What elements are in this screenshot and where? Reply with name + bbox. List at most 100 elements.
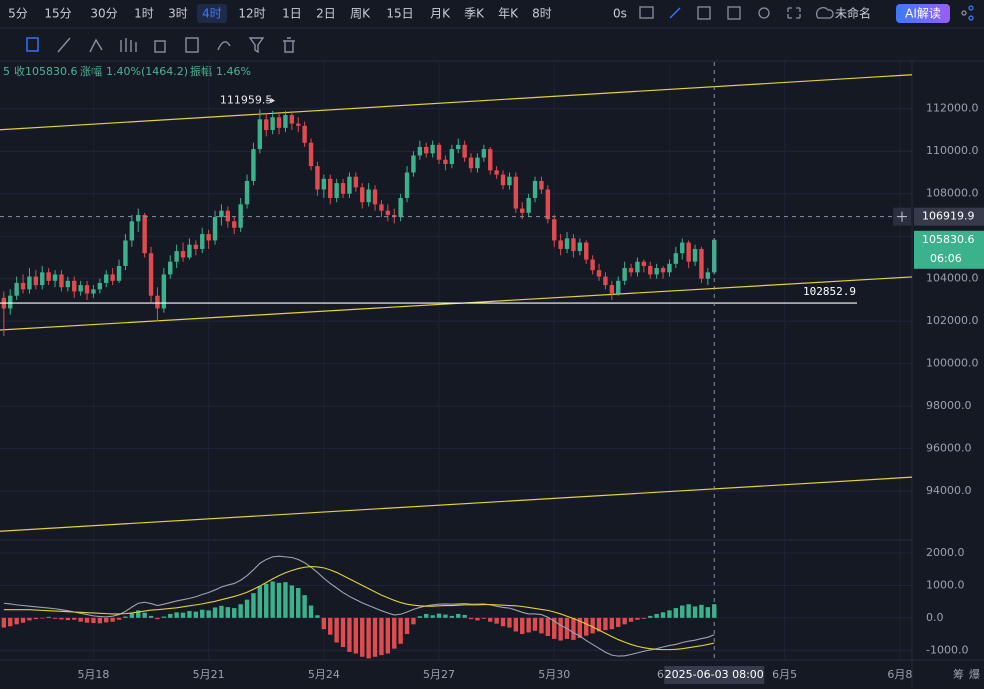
candle-body [692, 248, 698, 262]
interval-button[interactable]: 30分 [90, 7, 117, 21]
layout-name[interactable]: 未命名 [835, 6, 871, 21]
y-tick-label: 1000.0 [926, 578, 965, 591]
tool-cursor[interactable] [26, 37, 39, 52]
candle-body [660, 268, 666, 273]
interval-button[interactable]: 4时 [202, 7, 222, 21]
interval-button[interactable]: 周K [350, 7, 371, 21]
candle-body [552, 219, 557, 241]
candle-body [392, 214, 397, 218]
tool-filter[interactable] [248, 37, 265, 54]
macd-bar [296, 588, 301, 618]
candle-body [705, 272, 711, 279]
candle-body [33, 276, 39, 286]
candle-body [526, 197, 531, 213]
candle-body [340, 183, 346, 194]
candle-body [609, 285, 615, 294]
ai-button-label[interactable]: AI解读 [905, 7, 941, 21]
macd-bar [276, 582, 282, 618]
icon-window[interactable] [697, 6, 711, 20]
candle-body [193, 244, 199, 249]
interval-button[interactable]: 5分 [8, 7, 28, 21]
interval-button[interactable]: 2日 [316, 7, 336, 21]
candle-body [648, 265, 653, 275]
macd-bar [264, 583, 269, 618]
interval-button[interactable]: 3时 [168, 7, 188, 21]
tool-curve[interactable] [217, 41, 231, 51]
ai-button[interactable] [896, 4, 950, 23]
candle-body [468, 157, 474, 169]
macd-bar [686, 604, 691, 618]
icon-share[interactable] [968, 15, 974, 21]
macd-bar [200, 609, 205, 618]
x-tick-label: 5月24 [308, 668, 340, 681]
candle-body [104, 274, 109, 283]
macd-bar [123, 616, 128, 618]
info-label: 涨幅 [80, 65, 102, 78]
tool-delete[interactable] [283, 37, 295, 53]
macd-bar [436, 613, 442, 618]
candle-body [244, 180, 250, 205]
y-tick-label: 112000.0 [926, 102, 979, 115]
macd-bar [603, 617, 608, 631]
interval-button[interactable]: 15日 [386, 7, 413, 21]
macd-bar [340, 617, 346, 648]
interval-button[interactable]: 月K [430, 7, 451, 21]
icon-settings[interactable] [758, 7, 770, 19]
macd-bar [289, 585, 295, 618]
interval-button[interactable]: 1日 [282, 7, 302, 21]
candle-body [616, 280, 621, 294]
candle-body [590, 259, 595, 271]
x-tick-label: 6月5 [772, 668, 797, 681]
candle-body [475, 157, 480, 169]
tool-bars[interactable] [120, 38, 137, 52]
macd-bar [641, 617, 647, 619]
icon-share[interactable] [961, 10, 967, 16]
info-value: 1.40%(1464.2) [106, 65, 188, 78]
y-tick-label: 98000.0 [926, 399, 972, 412]
tool-note[interactable] [185, 37, 199, 53]
interval-button[interactable]: 12时 [238, 7, 265, 21]
candle-body [315, 166, 320, 190]
countdown: 06:06 [930, 252, 962, 265]
y-tick-label: 0.0 [926, 611, 944, 624]
candle-body [97, 282, 103, 290]
interval-button[interactable]: 年K [498, 7, 519, 21]
candle-body [8, 295, 13, 309]
tool-shape[interactable] [154, 40, 166, 53]
macd-bar [20, 617, 26, 623]
candle-body [187, 244, 192, 258]
icon-edit[interactable] [669, 7, 681, 19]
side-button[interactable]: 爆 [969, 667, 980, 681]
macd-bar [372, 617, 378, 657]
macd-bar [238, 604, 243, 618]
icon-share[interactable] [968, 5, 974, 11]
candle-body [257, 119, 263, 150]
candle-body [155, 295, 160, 309]
interval-button[interactable]: 8时 [532, 7, 552, 21]
icon-cloud[interactable] [815, 6, 834, 19]
icon-save[interactable] [727, 6, 741, 20]
interval-button[interactable]: 15分 [44, 7, 71, 21]
candle-body [411, 155, 416, 173]
macd-bar [705, 607, 711, 618]
macd-bar [443, 614, 448, 618]
macd-bar [84, 617, 90, 623]
macd-bar [424, 613, 429, 618]
tool-line[interactable] [57, 37, 71, 53]
icon-camera[interactable] [639, 6, 654, 19]
macd-bar [116, 617, 122, 620]
macd-bar [180, 612, 186, 618]
macd-bar [283, 582, 288, 618]
candle-body [584, 242, 589, 260]
macd-bar [347, 617, 352, 652]
top-icons [639, 5, 974, 21]
y-tick-label: 94000.0 [926, 484, 972, 497]
icon-fullscreen[interactable] [787, 7, 801, 19]
interval-button[interactable]: 季K [464, 7, 485, 21]
macd-bar [680, 605, 685, 618]
tool-pen[interactable] [89, 38, 103, 53]
candle-body [430, 144, 435, 154]
interval-button[interactable]: 1时 [134, 7, 154, 21]
side-button[interactable]: 筹 [953, 667, 964, 681]
